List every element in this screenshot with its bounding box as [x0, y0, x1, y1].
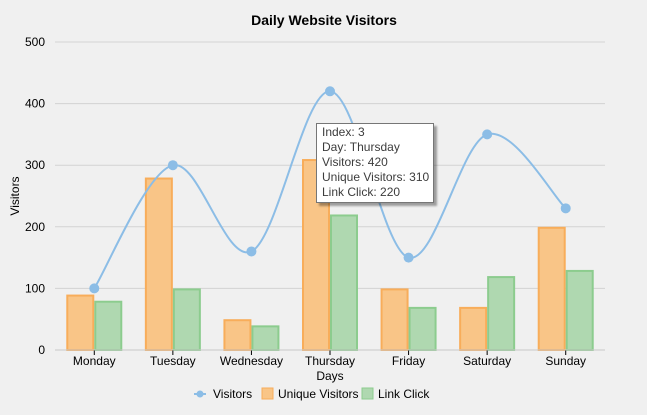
tooltip-line: Visitors: 420 — [322, 155, 388, 169]
x-tick-label: Wednesday — [220, 354, 283, 368]
legend-marker-icon — [196, 390, 204, 398]
bar-unique-visitors — [223, 319, 252, 352]
tooltip: Index: 3 Day: Thursday Visitors: 420 Unique… — [316, 123, 435, 203]
visitors-point — [482, 129, 493, 140]
bar-link-click — [408, 306, 437, 352]
y-tick-label: 300 — [25, 158, 45, 172]
chart-title: Daily Website Visitors — [251, 12, 397, 28]
bar-link-click — [565, 269, 594, 352]
y-tick-label: 0 — [38, 343, 45, 357]
y-tick-label: 100 — [25, 281, 45, 295]
x-tick-label: Saturday — [463, 354, 511, 368]
x-tick-label: Monday — [73, 354, 116, 368]
visitors-point — [246, 246, 257, 257]
x-tick-label: Sunday — [545, 354, 586, 368]
tooltip-line: Link Click: 220 — [322, 185, 401, 199]
x-tick-label: Tuesday — [150, 354, 196, 368]
bar-unique-visitors — [459, 306, 488, 352]
bar-link-click — [172, 288, 201, 351]
bar-link-click — [330, 214, 358, 351]
legend-label: Link Click — [378, 387, 430, 401]
x-tick-label: Thursday — [305, 354, 355, 368]
bar-link-click — [487, 276, 516, 351]
y-axis-label: Visitors — [8, 176, 22, 215]
visitors-point — [403, 252, 414, 263]
visitors-point — [560, 203, 571, 214]
y-tick-label: 200 — [25, 220, 45, 234]
y-tick-label: 500 — [25, 35, 45, 49]
visitors-point — [89, 283, 100, 294]
visitors-point — [325, 86, 335, 97]
y-tick-label: 400 — [25, 97, 45, 111]
x-axis-label: Days — [316, 369, 343, 383]
bar-unique-visitors — [66, 294, 95, 351]
legend: Visitors Unique Visitors Link Click — [194, 387, 430, 401]
bar-link-click — [94, 300, 123, 351]
legend-swatch-icon — [261, 387, 274, 400]
tooltip-line: Index: 3 — [322, 125, 365, 139]
tooltip-line: Unique Visitors: 310 — [322, 170, 430, 184]
bar-unique-visitors — [380, 288, 409, 351]
x-tick-label: Friday — [392, 354, 425, 368]
visitors-series — [89, 86, 571, 294]
bar-unique-visitors — [144, 177, 173, 351]
legend-label: Visitors — [213, 387, 252, 401]
bar-unique-visitors — [537, 226, 566, 351]
bar-link-click — [251, 325, 280, 351]
legend-label: Unique Visitors — [278, 387, 358, 401]
visitors-point — [167, 160, 178, 171]
legend-swatch-icon — [361, 387, 374, 400]
axes: 0 100 200 300 400 500 Monday Tuesday Wednesday Th… — [25, 35, 605, 368]
tooltip-line: Day: Thursday — [322, 140, 400, 154]
